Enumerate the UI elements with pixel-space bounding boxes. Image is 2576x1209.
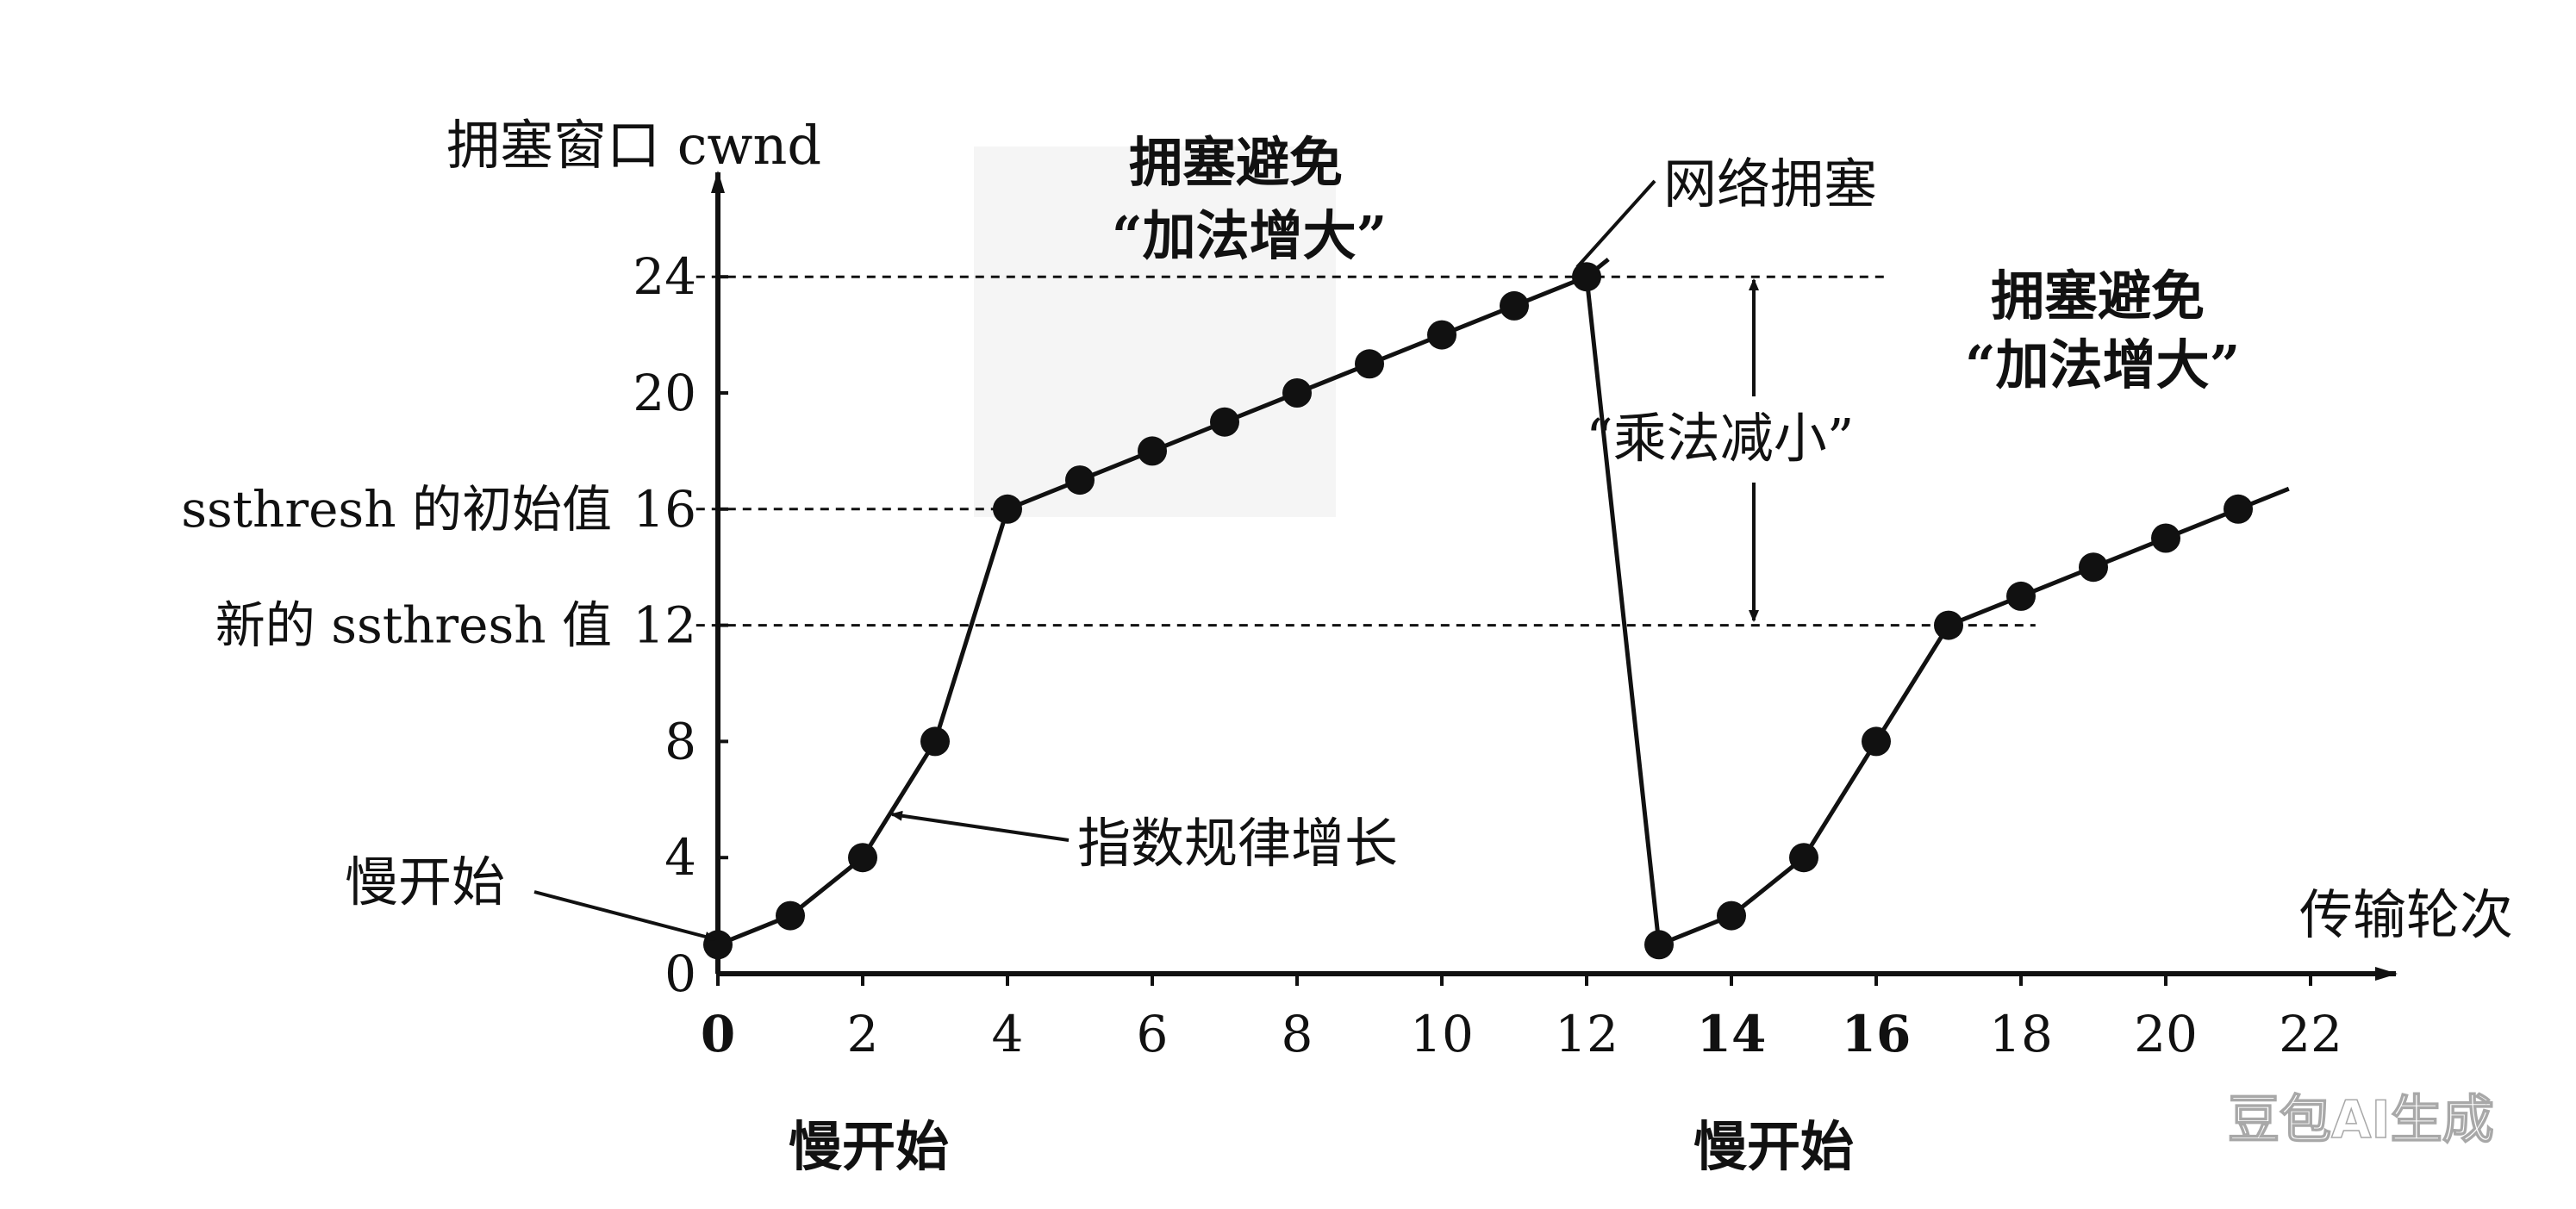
data-point	[1210, 407, 1239, 437]
annotation-slow-start-bottom-2: 慢开始	[1693, 1115, 1854, 1178]
data-point	[1065, 465, 1095, 495]
annotation-ca2-line2: “加法增大”	[1965, 333, 2240, 396]
x-tick-label: 0	[701, 1005, 735, 1063]
arrow-network-congestion	[1575, 179, 1656, 269]
y-tick-label: 12	[633, 596, 696, 655]
data-point	[920, 726, 950, 757]
x-tick-label: 12	[1555, 1005, 1619, 1063]
x-tick-label: 6	[1137, 1005, 1169, 1063]
annotation-network-congestion: 网络拥塞	[1663, 153, 1877, 215]
x-tick-label: 8	[1282, 1005, 1313, 1063]
data-points	[703, 262, 2253, 960]
watermark: 豆包AI生成	[2228, 1090, 2494, 1150]
data-point	[1717, 901, 1746, 931]
x-tick-label: 10	[1410, 1005, 1474, 1063]
data-point	[993, 494, 1022, 524]
arrow-exp-growth	[890, 810, 1070, 842]
annotation-exp-growth: 指数规律增长	[1077, 812, 1398, 875]
y-tick-label: 20	[633, 364, 696, 422]
data-point	[703, 930, 733, 960]
x-tick-label: 18	[1989, 1005, 2053, 1063]
y-side-label: 新的 ssthresh 值	[215, 596, 612, 655]
y-axis-title: 拥塞窗口 cwnd	[446, 114, 821, 177]
data-point	[2151, 523, 2180, 553]
data-point	[1934, 610, 1963, 640]
data-point	[1572, 262, 1601, 292]
data-point	[1644, 930, 1674, 960]
y-tick-label: 4	[664, 828, 696, 887]
annotation-ca1-line1: 拥塞避免	[1129, 131, 1343, 194]
x-tick-label: 4	[992, 1005, 1024, 1063]
x-axis-title: 传输轮次	[2299, 883, 2513, 946]
x-tick-label: 2	[847, 1005, 879, 1063]
data-point	[1138, 436, 1167, 466]
x-tick-label: 22	[2279, 1005, 2342, 1063]
x-tick-label: 20	[2134, 1005, 2198, 1063]
data-point	[2224, 494, 2253, 524]
y-tick-label: 16	[633, 480, 696, 539]
series-line	[717, 274, 2239, 947]
reference-lines	[695, 275, 2036, 627]
data-point	[1282, 378, 1312, 408]
data-point	[776, 901, 805, 931]
data-point	[1355, 349, 1384, 379]
annotation-multiplicative-decrease: “乘法减小”	[1586, 407, 1854, 470]
y-side-label: ssthresh 的初始值	[181, 480, 612, 539]
x-tick-label: 14	[1697, 1005, 1767, 1063]
arrow-slow-start	[533, 890, 717, 942]
annotation-ca2-line1: 拥塞避免	[1991, 265, 2205, 327]
y-tick-label: 8	[664, 712, 696, 770]
data-point	[2006, 581, 2036, 611]
annotation-ca1-line2: “加法增大”	[1112, 204, 1387, 267]
data-point	[1500, 290, 1529, 321]
data-point	[2079, 552, 2108, 583]
annotation-slow-start-bottom-1: 慢开始	[789, 1115, 949, 1178]
data-point	[1427, 320, 1456, 350]
data-point	[1862, 726, 1891, 757]
data-point	[848, 843, 877, 873]
y-tick-label: 24	[633, 247, 696, 306]
x-tick-label: 16	[1842, 1005, 1912, 1063]
data-point	[1789, 843, 1818, 873]
annotation-slow-start: 慢开始	[345, 851, 505, 913]
y-tick-label: 0	[664, 944, 696, 1003]
